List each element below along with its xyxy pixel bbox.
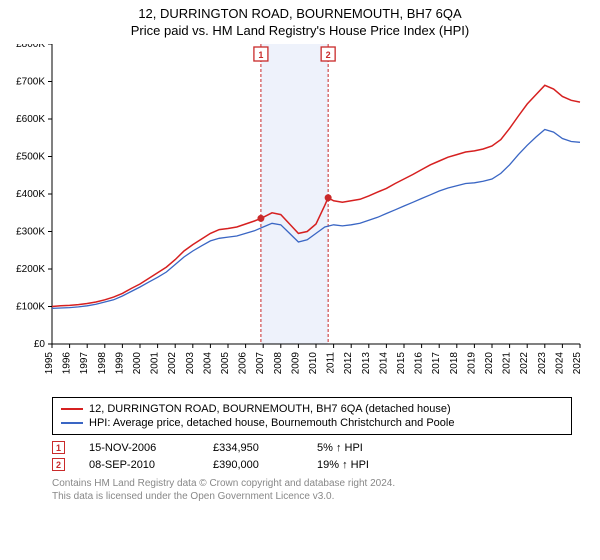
chart-title: 12, DURRINGTON ROAD, BOURNEMOUTH, BH7 6Q… [0, 0, 600, 21]
svg-text:2004: 2004 [202, 352, 213, 375]
sale-price-2: £390,000 [213, 459, 293, 471]
svg-text:1996: 1996 [62, 352, 73, 375]
svg-text:2012: 2012 [343, 352, 354, 375]
sale-row-2: 2 08-SEP-2010 £390,000 19% ↑ HPI [52, 458, 572, 471]
chart-svg: £0 £100K £200K £300K £400K £500K £600K £700K £80… [0, 44, 600, 384]
svg-text:2011: 2011 [326, 352, 337, 374]
svg-text:2002: 2002 [167, 352, 178, 375]
svg-text:2007: 2007 [255, 352, 266, 375]
sale-marker-1: 1 [52, 441, 65, 454]
svg-text:2009: 2009 [290, 352, 301, 375]
sale-row-1: 1 15-NOV-2006 £334,950 5% ↑ HPI [52, 441, 572, 454]
svg-text:2018: 2018 [449, 352, 460, 375]
svg-text:2015: 2015 [396, 352, 407, 375]
sale-price-1: £334,950 [213, 442, 293, 454]
footer-line-1: Contains HM Land Registry data © Crown c… [52, 477, 572, 490]
footer: Contains HM Land Registry data © Crown c… [52, 477, 572, 503]
svg-text:£600K: £600K [16, 114, 45, 125]
svg-text:1999: 1999 [114, 352, 125, 375]
svg-text:2003: 2003 [185, 352, 196, 375]
chart-plot-area: £0 £100K £200K £300K £400K £500K £600K £700K £80… [0, 44, 600, 389]
legend-label-hpi: HPI: Average price, detached house, Bour… [89, 417, 454, 429]
svg-text:£300K: £300K [16, 227, 45, 238]
svg-text:1995: 1995 [44, 352, 55, 375]
svg-text:2013: 2013 [361, 352, 372, 375]
legend-row-property: 12, DURRINGTON ROAD, BOURNEMOUTH, BH7 6Q… [61, 402, 563, 416]
legend-label-property: 12, DURRINGTON ROAD, BOURNEMOUTH, BH7 6Q… [89, 403, 451, 415]
svg-text:£500K: £500K [16, 152, 45, 163]
svg-text:£0: £0 [34, 339, 46, 350]
svg-text:2020: 2020 [484, 352, 495, 375]
svg-text:1: 1 [258, 50, 263, 60]
sale-diff-1: 5% ↑ HPI [317, 442, 363, 454]
chart-container: 12, DURRINGTON ROAD, BOURNEMOUTH, BH7 6Q… [0, 0, 600, 560]
svg-text:2016: 2016 [414, 352, 425, 375]
svg-text:2021: 2021 [502, 352, 513, 375]
svg-text:2019: 2019 [466, 352, 477, 375]
legend-swatch-property [61, 408, 83, 410]
svg-text:£200K: £200K [16, 264, 45, 275]
svg-text:£100K: £100K [16, 302, 45, 313]
sale-date-1: 15-NOV-2006 [89, 442, 189, 454]
legend-swatch-hpi [61, 422, 83, 424]
svg-text:2: 2 [326, 50, 331, 60]
svg-text:£800K: £800K [16, 44, 45, 50]
svg-text:2017: 2017 [431, 352, 442, 375]
svg-text:2024: 2024 [554, 352, 565, 375]
svg-text:£700K: £700K [16, 77, 45, 88]
legend: 12, DURRINGTON ROAD, BOURNEMOUTH, BH7 6Q… [52, 397, 572, 435]
svg-text:2001: 2001 [150, 352, 161, 375]
svg-text:2010: 2010 [308, 352, 319, 375]
footer-line-2: This data is licensed under the Open Gov… [52, 490, 572, 503]
svg-text:2025: 2025 [572, 352, 583, 375]
svg-text:1997: 1997 [79, 352, 90, 375]
svg-text:2008: 2008 [273, 352, 284, 375]
svg-text:2006: 2006 [238, 352, 249, 375]
svg-text:2005: 2005 [220, 352, 231, 375]
svg-text:2014: 2014 [378, 352, 389, 375]
sale-date-2: 08-SEP-2010 [89, 459, 189, 471]
svg-text:2000: 2000 [132, 352, 143, 375]
svg-text:£400K: £400K [16, 189, 45, 200]
legend-row-hpi: HPI: Average price, detached house, Bour… [61, 416, 563, 430]
svg-text:2022: 2022 [519, 352, 530, 375]
sale-diff-2: 19% ↑ HPI [317, 459, 369, 471]
chart-subtitle: Price paid vs. HM Land Registry's House … [0, 21, 600, 44]
sale-marker-2: 2 [52, 458, 65, 471]
svg-text:2023: 2023 [537, 352, 548, 375]
svg-text:1998: 1998 [97, 352, 108, 375]
